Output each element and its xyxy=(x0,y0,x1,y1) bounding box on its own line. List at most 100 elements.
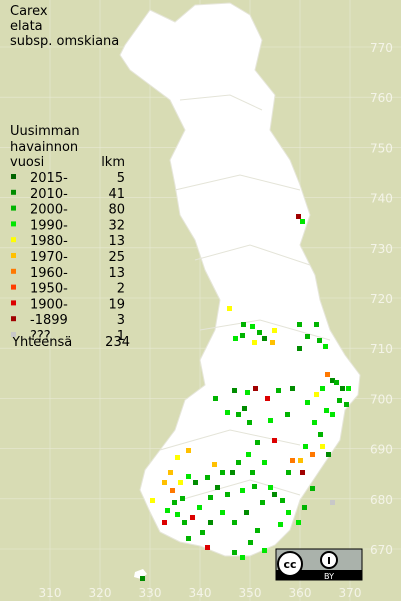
observation-square xyxy=(297,346,302,351)
legend-label: 1900- xyxy=(30,297,68,312)
legend-marker xyxy=(11,316,16,322)
observation-square xyxy=(205,545,210,550)
observation-square xyxy=(290,386,295,391)
observation-square xyxy=(205,475,210,480)
svg-text:cc: cc xyxy=(283,558,296,571)
observation-square xyxy=(213,396,218,401)
observation-square xyxy=(178,480,183,485)
title: elata xyxy=(10,19,43,34)
x-label: 340 xyxy=(189,586,212,600)
y-label: 730 xyxy=(370,242,393,256)
observation-square xyxy=(162,480,167,485)
x-label: 360 xyxy=(289,586,312,600)
observation-square xyxy=(340,386,345,391)
observation-square xyxy=(170,488,175,493)
observation-square xyxy=(297,322,302,327)
y-label: 700 xyxy=(370,392,393,406)
x-label: 370 xyxy=(339,586,362,600)
observation-square xyxy=(268,485,273,490)
observation-square xyxy=(318,432,323,437)
region-borders xyxy=(159,94,331,501)
observation-square xyxy=(241,322,246,327)
observation-square xyxy=(305,334,310,339)
observations xyxy=(140,214,351,581)
legend-heading: havainnon xyxy=(10,140,78,155)
observation-square xyxy=(252,484,257,489)
observation-square xyxy=(255,440,260,445)
observation-square xyxy=(252,340,257,345)
legend-marker xyxy=(11,268,16,274)
legend-count: 5 xyxy=(117,171,125,186)
observation-square xyxy=(255,528,260,533)
observation-square xyxy=(244,510,249,515)
observation-square xyxy=(324,408,329,413)
observation-square xyxy=(265,396,270,401)
legend-marker xyxy=(11,284,16,290)
observation-square xyxy=(262,548,267,553)
observation-square xyxy=(330,412,335,417)
legend-count: 19 xyxy=(108,297,125,312)
license-badge: cc BY xyxy=(275,548,363,581)
legend-count: 13 xyxy=(108,266,125,281)
observation-square xyxy=(262,460,267,465)
observation-square xyxy=(317,338,322,343)
observation-square xyxy=(242,406,247,411)
observation-square xyxy=(208,495,213,500)
legend-count: 25 xyxy=(108,250,125,265)
legend-count: 32 xyxy=(108,218,125,233)
observation-square xyxy=(323,344,328,349)
observation-square xyxy=(240,333,245,338)
observation-square xyxy=(190,515,195,520)
observation-square xyxy=(232,520,237,525)
observation-square xyxy=(296,214,301,219)
observation-square xyxy=(272,438,277,443)
observation-square xyxy=(325,372,330,377)
observation-square xyxy=(227,306,232,311)
observation-square xyxy=(250,470,255,475)
observation-square xyxy=(270,340,275,345)
title: Carex xyxy=(10,4,48,19)
observation-square xyxy=(334,380,339,385)
observation-square xyxy=(320,386,325,391)
observation-square xyxy=(320,444,325,449)
observation-square xyxy=(296,520,301,525)
observation-square xyxy=(230,470,235,475)
observation-square xyxy=(182,520,187,525)
legend-count: 41 xyxy=(108,187,125,202)
observation-square xyxy=(286,510,291,515)
observation-square xyxy=(298,458,303,463)
legend-label: 1980- xyxy=(30,234,68,249)
observation-square xyxy=(272,328,277,333)
observation-square xyxy=(220,510,225,515)
y-label: 720 xyxy=(370,292,393,306)
observation-square xyxy=(286,470,291,475)
observation-square xyxy=(247,420,252,425)
legend-count: 3 xyxy=(117,313,125,328)
observation-square xyxy=(180,496,185,501)
y-label: 680 xyxy=(370,493,393,507)
observation-square xyxy=(268,418,273,423)
x-label: 320 xyxy=(89,586,112,600)
observation-square xyxy=(200,530,205,535)
observation-square xyxy=(232,550,237,555)
observation-square xyxy=(175,512,180,517)
observation-square xyxy=(314,392,319,397)
legend-marker xyxy=(11,174,16,179)
legend-marker xyxy=(11,300,16,306)
observation-square xyxy=(314,322,319,327)
observation-square xyxy=(248,540,253,545)
observation-square xyxy=(272,492,277,497)
observation-square xyxy=(344,402,349,407)
observation-square xyxy=(186,474,191,479)
observation-square xyxy=(172,500,177,505)
observation-square xyxy=(236,412,241,417)
y-label: 770 xyxy=(370,41,393,55)
observation-square xyxy=(245,390,250,395)
observation-square xyxy=(225,492,230,497)
observation-square xyxy=(246,452,251,457)
legend-label: 1970- xyxy=(30,250,68,265)
legend-count: 13 xyxy=(108,234,125,249)
observation-square xyxy=(285,412,290,417)
observation-square xyxy=(253,386,258,391)
